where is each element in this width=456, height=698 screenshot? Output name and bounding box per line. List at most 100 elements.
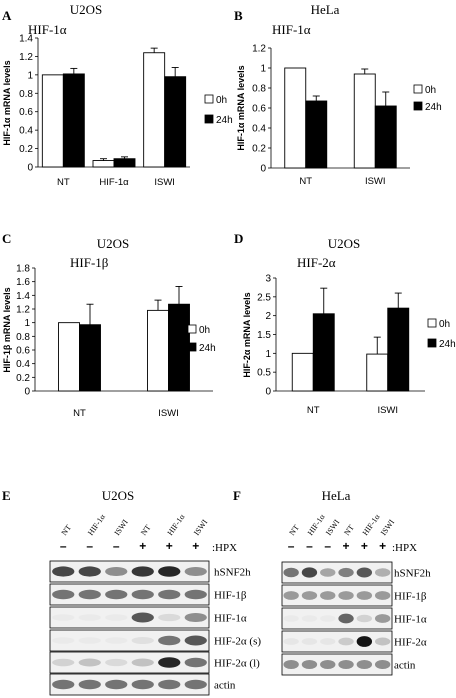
y-tick-label: 1.2 [19, 52, 33, 63]
blot-band [374, 568, 391, 577]
chart-cell-line: HeLa [311, 2, 340, 17]
blot-band [158, 679, 181, 690]
panel-letter: B [234, 8, 243, 23]
y-tick-label: 1.2 [16, 305, 30, 316]
blot-band [78, 658, 101, 667]
blot-band [131, 636, 154, 645]
blot-band [78, 614, 101, 621]
blot-band [374, 614, 391, 623]
blot-row-label: HIF-2α [394, 637, 427, 649]
y-tick-label: 0.8 [16, 332, 30, 343]
bar-0h-iswi [366, 353, 389, 392]
chart-gene-label: HIF-1α [272, 22, 311, 37]
hpx-sign: – [86, 539, 93, 553]
blot-band [78, 589, 101, 600]
y-axis-label: HIF-2α mRNA levels [242, 292, 252, 377]
legend-label-0h: 0h [216, 95, 227, 106]
blot-band [105, 637, 128, 644]
blot-band [78, 679, 101, 690]
western-blots: E U2OSNT–HIF-1α–ISWI–NT+HIF-1α+ISWI+:HPXh… [2, 488, 431, 696]
blot-band [356, 659, 373, 670]
y-tick-label: 0.4 [252, 124, 266, 135]
blot-band [131, 658, 154, 667]
legend-swatch-0h [427, 318, 437, 328]
y-tick-label: 0.2 [19, 144, 33, 155]
y-tick-label: 0 [24, 387, 30, 398]
bar-0h-iswi [147, 309, 169, 392]
blot-band [52, 658, 75, 667]
blot-strip [49, 583, 210, 606]
chart-panel-c: C U2OS HIF-1β 0 0.2 0.4 0.6 0.8 1 1.2 1.4 1.6 1.8 HIF… [2, 231, 216, 419]
blot-strip [49, 673, 210, 696]
y-tick-label: 1 [260, 64, 266, 75]
blot-band [131, 566, 154, 577]
hpx-sign: + [139, 539, 146, 553]
y-tick-label: 1 [24, 318, 30, 329]
y-tick-label: 1.6 [16, 277, 30, 288]
blot-band [374, 659, 391, 670]
panel-letter: E [2, 488, 11, 503]
bar-24h-iswi [374, 105, 397, 169]
legend-swatch-0h [187, 324, 197, 334]
blot-band [301, 591, 318, 600]
category-label: ISWI [158, 408, 179, 419]
bar-0h-iswi [143, 52, 166, 168]
category-label: NT [307, 405, 320, 416]
blot-band [301, 615, 318, 622]
blot-strip [49, 606, 210, 629]
legend-swatch-0h [204, 94, 214, 104]
y-tick-label: 0.6 [252, 104, 266, 115]
blot-band [158, 589, 181, 600]
blot-strip [281, 561, 393, 584]
bar-0h-nt [41, 74, 64, 168]
y-tick-label: 0.6 [19, 107, 33, 118]
blot-band [283, 615, 299, 622]
lane-label: HIF-1α [361, 512, 382, 537]
legend-label-24h: 24h [425, 102, 442, 113]
legend-swatch-24h [413, 101, 423, 111]
y-tick-label: 1 [265, 349, 271, 360]
hpx-sign: – [306, 539, 313, 553]
hpx-sign: + [166, 539, 173, 553]
bar-0h-nt [58, 322, 80, 392]
blot-band [158, 657, 181, 668]
y-tick-label: 1.4 [19, 34, 33, 45]
blot-band [374, 637, 391, 646]
blot-row-label: HIF-1β [214, 590, 247, 602]
panel-letter: A [2, 8, 12, 23]
panel-letter: D [234, 231, 243, 246]
blot-band [283, 567, 299, 578]
bar-0h-iswi [353, 73, 376, 169]
blot-band [52, 679, 75, 690]
lane-label: NT [342, 523, 356, 537]
panel-letter: C [2, 231, 11, 246]
lane-label: ISWI [324, 518, 342, 538]
blot-cell-line: HeLa [322, 488, 351, 503]
blot-band [105, 589, 128, 600]
blot-band [374, 591, 391, 600]
y-tick-label: 1.4 [16, 291, 30, 302]
y-tick-label: 1.8 [16, 264, 30, 275]
blot-strip [49, 629, 210, 652]
bar-0h-nt [291, 352, 314, 392]
blot-band [356, 567, 373, 578]
blot-band [356, 636, 373, 647]
y-tick-label: 0.5 [257, 368, 271, 379]
bar-0h-hif-1- [92, 160, 115, 168]
blot-band [52, 614, 75, 621]
blot-cell-line: U2OS [102, 488, 135, 503]
y-tick-label: 1.5 [257, 330, 271, 341]
bar-24h-iswi [164, 76, 187, 168]
blot-band [52, 637, 75, 644]
legend-swatch-0h [413, 84, 423, 94]
blot-band [283, 638, 299, 645]
chart-gene-label: HIF-1β [70, 255, 109, 270]
blot-band [184, 657, 207, 668]
y-tick-label: 3 [265, 274, 271, 285]
y-tick-label: 0.8 [252, 84, 266, 95]
chart-gene-label: HIF-2α [297, 255, 336, 270]
hpx-sign: + [192, 539, 199, 553]
legend-swatch-24h [187, 342, 197, 352]
blot-band [283, 659, 299, 670]
blot-row-label: HIF-1α [214, 613, 247, 625]
